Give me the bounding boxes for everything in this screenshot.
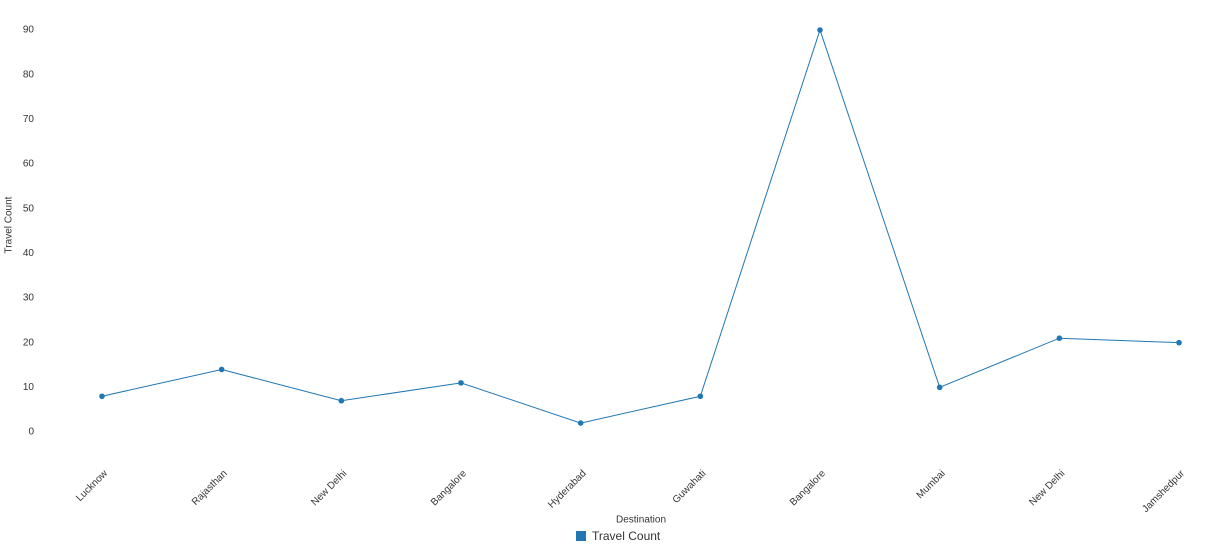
y-tick-label: 80 — [23, 69, 35, 80]
x-tick-label: Rajasthan — [190, 468, 230, 508]
x-tick-label: Hyderabad — [546, 468, 588, 510]
x-tick-label: New Delhi — [309, 468, 349, 508]
y-tick-label: 10 — [23, 382, 35, 393]
line — [101, 28, 1180, 424]
x-tick-label: New Delhi — [1027, 468, 1067, 508]
x-tick-label: Guwahati — [671, 468, 709, 506]
legend-label: Travel Count — [592, 529, 661, 543]
x-axis-title: Destination — [616, 515, 666, 526]
y-tick-label: 30 — [23, 293, 35, 304]
point — [218, 366, 225, 373]
point — [817, 27, 823, 33]
y-tick-label: 50 — [23, 203, 35, 214]
point — [1056, 335, 1063, 342]
x-tick-label: Bangalore — [429, 468, 469, 508]
x-tick-label: Mumbai — [915, 468, 948, 501]
y-axis-title: Travel Count — [4, 196, 15, 253]
point — [936, 384, 943, 391]
x-tick-label: Bangalore — [788, 468, 828, 508]
point — [1176, 339, 1182, 346]
x-tick-label: Lucknow — [74, 468, 110, 504]
y-tick-label: 60 — [23, 159, 35, 170]
point — [577, 420, 584, 426]
x-tick-label: Jamshedpur — [1140, 468, 1187, 515]
y-tick-label: 40 — [23, 248, 35, 259]
legend-swatch — [576, 531, 586, 541]
point — [458, 380, 464, 386]
point — [338, 397, 345, 404]
y-tick-label: 20 — [23, 337, 35, 348]
point — [99, 393, 105, 400]
y-tick-label: 90 — [23, 25, 35, 36]
y-tick-label: 70 — [23, 114, 35, 125]
point — [697, 393, 704, 400]
y-tick-label: 0 — [28, 427, 34, 438]
